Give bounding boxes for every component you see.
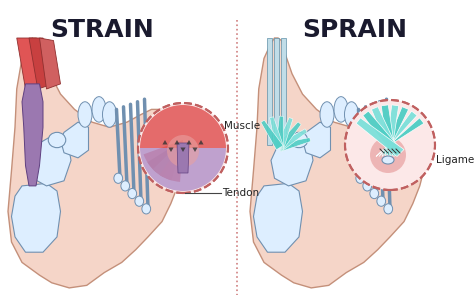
Wedge shape	[153, 140, 183, 181]
Ellipse shape	[102, 102, 117, 127]
Ellipse shape	[135, 196, 144, 206]
Text: Ligament: Ligament	[436, 155, 474, 165]
Ellipse shape	[114, 173, 123, 183]
Polygon shape	[381, 105, 395, 157]
Ellipse shape	[320, 102, 334, 127]
Polygon shape	[356, 118, 404, 157]
Polygon shape	[177, 143, 189, 173]
Polygon shape	[279, 138, 310, 152]
Polygon shape	[39, 38, 61, 89]
Polygon shape	[22, 84, 43, 186]
Ellipse shape	[142, 204, 151, 214]
Polygon shape	[363, 111, 401, 157]
Polygon shape	[8, 38, 183, 288]
Text: STRAIN: STRAIN	[50, 18, 154, 42]
Polygon shape	[254, 183, 302, 252]
Wedge shape	[140, 105, 226, 148]
Wedge shape	[140, 148, 226, 191]
Circle shape	[345, 100, 435, 190]
Polygon shape	[282, 38, 286, 145]
Ellipse shape	[384, 204, 392, 214]
Polygon shape	[29, 135, 71, 186]
Wedge shape	[147, 140, 183, 177]
Polygon shape	[267, 38, 272, 145]
Polygon shape	[379, 111, 417, 157]
Ellipse shape	[334, 97, 348, 122]
Polygon shape	[274, 38, 279, 145]
Ellipse shape	[356, 173, 365, 183]
Polygon shape	[385, 105, 399, 157]
Wedge shape	[144, 140, 183, 172]
Ellipse shape	[128, 188, 137, 199]
Polygon shape	[271, 135, 313, 186]
Polygon shape	[302, 122, 330, 158]
Polygon shape	[270, 117, 283, 149]
Polygon shape	[276, 118, 293, 149]
Ellipse shape	[121, 181, 129, 191]
Polygon shape	[250, 38, 425, 288]
Ellipse shape	[345, 102, 358, 127]
Circle shape	[138, 103, 228, 193]
Polygon shape	[382, 107, 409, 157]
Polygon shape	[29, 38, 54, 89]
Ellipse shape	[377, 196, 386, 206]
Ellipse shape	[92, 97, 106, 122]
Polygon shape	[61, 122, 89, 158]
Ellipse shape	[290, 132, 308, 148]
Polygon shape	[372, 107, 398, 157]
Ellipse shape	[370, 188, 379, 199]
Polygon shape	[277, 122, 301, 150]
Ellipse shape	[382, 156, 394, 164]
Polygon shape	[17, 38, 43, 89]
Circle shape	[370, 137, 406, 173]
Ellipse shape	[48, 132, 66, 148]
Polygon shape	[278, 129, 307, 151]
Polygon shape	[276, 116, 284, 148]
Polygon shape	[376, 118, 424, 157]
Text: Muscle: Muscle	[224, 121, 260, 131]
Ellipse shape	[363, 181, 372, 191]
Wedge shape	[160, 140, 183, 182]
Polygon shape	[11, 183, 61, 252]
Text: Tendon: Tendon	[222, 188, 259, 198]
Ellipse shape	[78, 102, 92, 127]
Text: SPRAIN: SPRAIN	[302, 18, 408, 42]
Polygon shape	[261, 120, 283, 150]
Circle shape	[167, 135, 199, 167]
